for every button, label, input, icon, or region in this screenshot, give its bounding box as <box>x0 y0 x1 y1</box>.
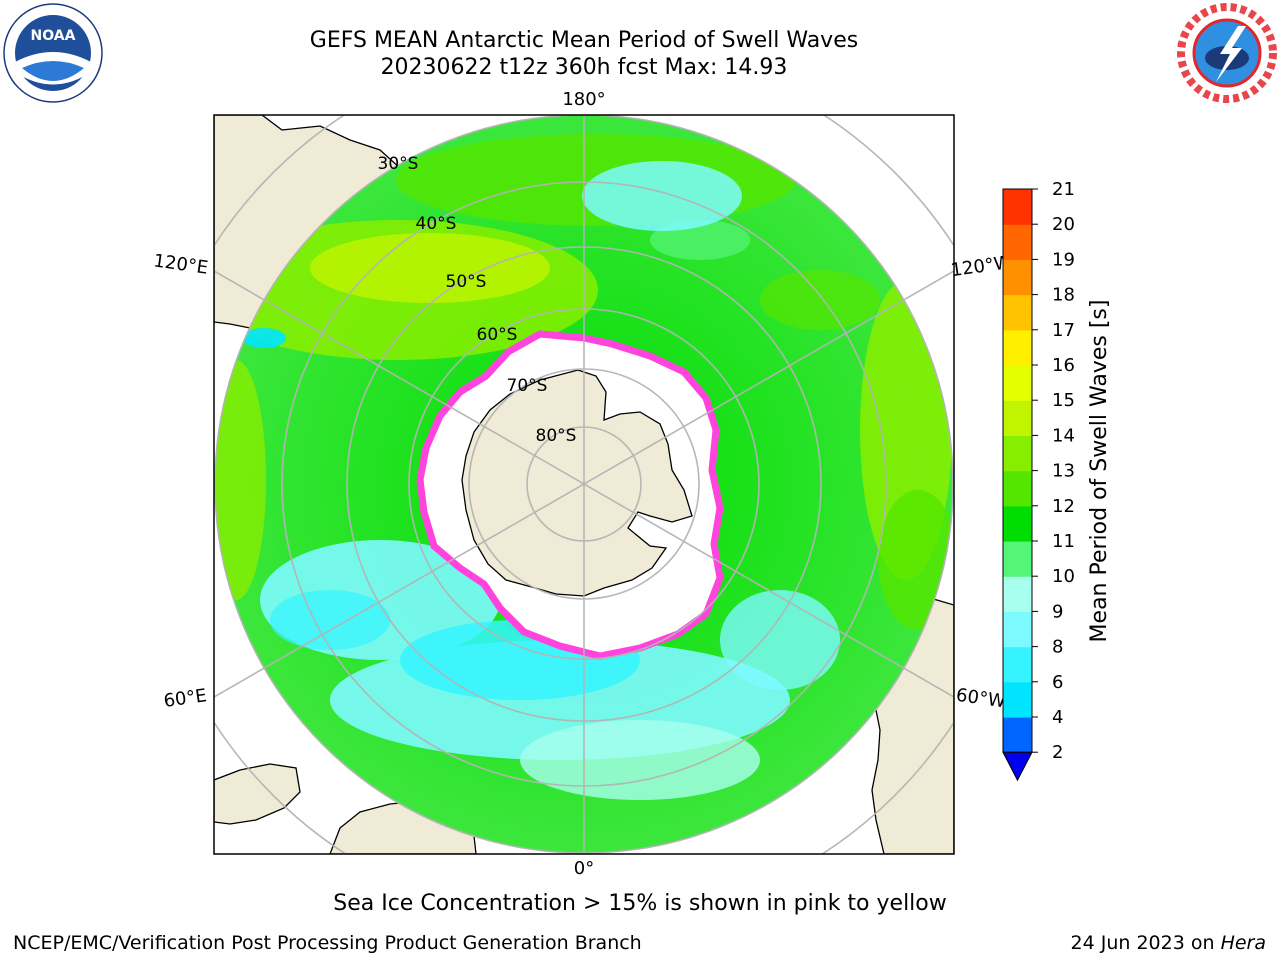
date-text: 24 Jun 2023 on <box>1070 932 1215 954</box>
colorbar-bin <box>1003 400 1032 436</box>
colorbar-bin <box>1003 189 1032 225</box>
colorbar-tick-label: 13 <box>1052 461 1075 482</box>
colorbar-bin <box>1003 470 1032 507</box>
colorbar-tick-label: 10 <box>1052 566 1075 587</box>
lon-label-top: 180° <box>562 89 605 110</box>
colorbar-bin <box>1003 435 1032 472</box>
colorbar-tick-label: 12 <box>1052 496 1075 517</box>
colorbar-bin <box>1003 329 1032 366</box>
colorbar-bin <box>1003 505 1032 542</box>
colorbar-bin <box>1003 294 1032 331</box>
chart-subtitle: 20230622 t12z 360h fcst Max: 14.93 <box>380 55 788 80</box>
colorbar-tick-label: 18 <box>1052 285 1075 306</box>
lat-label-30s: 30°S <box>378 154 419 174</box>
colorbar-bin <box>1003 541 1032 577</box>
colorbar-tick-label: 11 <box>1052 531 1075 552</box>
colorbar-label: Mean Period of Swell Waves [s] <box>1087 300 1112 643</box>
colorbar-tick-label: 15 <box>1052 390 1075 411</box>
colorbar-tick-label: 16 <box>1052 355 1075 376</box>
colorbar-tick-label: 8 <box>1052 637 1063 658</box>
colorbar-extend-arrow <box>1002 751 1033 782</box>
lon-label-bottom: 0° <box>574 858 594 879</box>
colorbar: 2 4 6 8 9 10 11 12 13 14 15 16 17 18 19 20 21 <box>1002 179 1075 782</box>
colorbar-bin <box>1003 611 1032 648</box>
colorbar-tick-label: 19 <box>1052 249 1075 270</box>
lon-label-lower-right: 60°W <box>955 685 1007 713</box>
colorbar-tick-label: 6 <box>1052 672 1063 693</box>
colorbar-tick-label: 21 <box>1052 179 1075 200</box>
colorbar-bin <box>1003 646 1032 683</box>
lat-label-70s: 70°S <box>507 376 548 396</box>
colorbar-tick-label: 17 <box>1052 320 1075 341</box>
colorbar-bin <box>1003 365 1032 401</box>
colorbar-bin <box>1003 576 1032 612</box>
colorbar-bin <box>1003 259 1032 296</box>
host-name: Hera <box>1220 932 1266 954</box>
colorbar-bin <box>1003 224 1032 260</box>
colorbar-bin <box>1003 717 1032 753</box>
colorbar-tick-label: 9 <box>1052 601 1063 622</box>
lon-label-lower-left: 60°E <box>162 685 208 712</box>
antarctica <box>461 369 693 597</box>
colorbar-tick-label: 2 <box>1052 742 1063 763</box>
lat-label-50s: 50°S <box>446 272 487 292</box>
chart-title: GEFS MEAN Antarctic Mean Period of Swell… <box>309 28 859 53</box>
colorbar-bin <box>1003 681 1032 718</box>
lat-label-40s: 40°S <box>416 214 457 234</box>
colorbar-tick-label: 4 <box>1052 707 1063 728</box>
noaa-logo: NOAA <box>3 3 103 103</box>
svg-text:NOAA: NOAA <box>31 28 76 44</box>
colorbar-tick-label: 20 <box>1052 214 1075 235</box>
lat-label-60s: 60°S <box>477 325 518 345</box>
graticule <box>214 115 954 854</box>
colorbar-tick-label: 14 <box>1052 425 1075 446</box>
lat-label-80s: 80°S <box>536 426 577 446</box>
credit-text: NCEP/EMC/Verification Post Processing Pr… <box>13 932 642 954</box>
run-date: 24 Jun 2023 on Hera <box>1071 932 1267 954</box>
sea-ice-note: Sea Ice Concentration > 15% is shown in … <box>333 891 947 916</box>
lon-label-upper-left: 120°E <box>152 250 209 278</box>
nws-logo <box>1177 3 1277 103</box>
map-border <box>213 114 955 855</box>
